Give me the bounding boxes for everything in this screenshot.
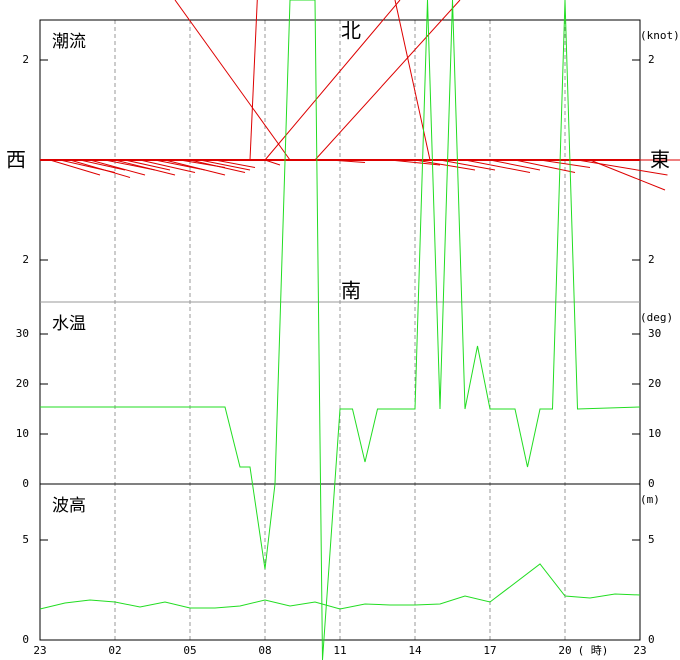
current-vector (214, 159, 256, 168)
current-vector (89, 159, 146, 176)
y-tick-label: 0 (648, 633, 655, 646)
panel-title: 潮流 (52, 32, 86, 52)
y-tick-label: 0 (22, 477, 29, 490)
compass-south: 南 (341, 279, 361, 303)
current-vector (414, 159, 476, 171)
x-axis-label: ( 時) (578, 644, 609, 657)
y-tick-label: 5 (22, 533, 29, 546)
y-tick-label: 30 (16, 327, 29, 340)
current-vector (264, 159, 281, 166)
current-vector (514, 159, 576, 173)
current-vector (394, 0, 431, 161)
current-vector (577, 159, 668, 176)
current-vector (124, 159, 171, 171)
x-tick-label: 05 (183, 644, 196, 657)
compass-west: 西 (6, 148, 26, 172)
y-tick-label: 10 (648, 427, 661, 440)
unit-label: (m) (640, 493, 660, 506)
current-vector (464, 159, 531, 173)
y-tick-label: 2 (22, 53, 29, 66)
current-vector (489, 159, 541, 171)
current-vector (249, 0, 258, 161)
panel-title: 波高 (52, 496, 86, 516)
current-vector (314, 0, 461, 161)
current-vector (264, 0, 401, 161)
current-vector (174, 0, 291, 161)
x-tick-label: 23 (633, 644, 646, 657)
current-vector (539, 159, 591, 168)
current-vector (79, 159, 126, 171)
y-tick-label: 0 (648, 477, 655, 490)
x-tick-label: 20 (558, 644, 571, 657)
x-tick-label: 08 (258, 644, 271, 657)
plot-frame (39, 19, 641, 641)
current-vector (199, 159, 251, 171)
current-vector (139, 159, 196, 173)
y-tick-label: 20 (16, 377, 29, 390)
unit-label: (deg) (640, 311, 673, 324)
current-vector (389, 159, 441, 166)
x-tick-label: 23 (33, 644, 46, 657)
x-tick-label: 17 (483, 644, 496, 657)
compass-north: 北 (341, 19, 361, 43)
y-tick-label: 0 (22, 633, 29, 646)
y-tick-label: 10 (16, 427, 29, 440)
data-line (39, 563, 641, 610)
x-tick-label: 11 (333, 644, 346, 657)
compass-east: 東 (650, 148, 670, 172)
x-tick-label: 02 (108, 644, 121, 657)
panel-title: 水温 (52, 314, 86, 334)
current-vector (164, 159, 226, 176)
current-vector (589, 159, 666, 191)
current-vector (439, 159, 496, 171)
unit-label: (knot) (640, 29, 680, 42)
y-tick-label: 30 (648, 327, 661, 340)
y-tick-label: 5 (648, 533, 655, 546)
data-line (40, 0, 641, 660)
current-vector (69, 159, 131, 178)
current-vector (329, 159, 366, 163)
current-vector (114, 159, 176, 176)
current-vector (189, 159, 246, 173)
current-vector (49, 159, 101, 176)
y-tick-label: 2 (648, 253, 655, 266)
y-tick-label: 20 (648, 377, 661, 390)
x-tick-label: 14 (408, 644, 422, 657)
y-tick-label: 2 (648, 53, 655, 66)
y-tick-label: 2 (22, 253, 29, 266)
